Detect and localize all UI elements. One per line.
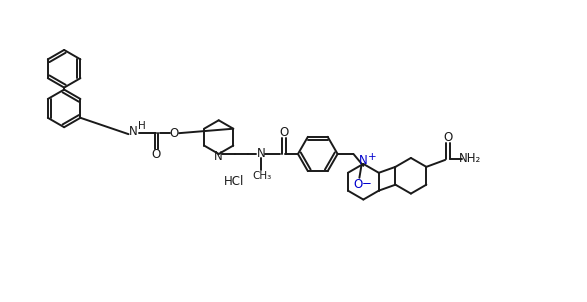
- Text: O: O: [444, 131, 453, 144]
- Text: NH₂: NH₂: [459, 153, 481, 165]
- Text: O: O: [151, 149, 161, 162]
- Text: N: N: [359, 154, 367, 167]
- Text: N: N: [129, 125, 138, 138]
- Text: CH₃: CH₃: [252, 171, 272, 181]
- Text: HCl: HCl: [224, 175, 245, 188]
- Text: −: −: [362, 177, 371, 190]
- Text: O: O: [279, 126, 289, 139]
- Text: N: N: [257, 147, 266, 160]
- Text: +: +: [368, 152, 377, 162]
- Text: H: H: [137, 121, 146, 131]
- Text: O: O: [170, 127, 178, 140]
- Text: N: N: [214, 150, 223, 163]
- Text: O: O: [354, 178, 363, 191]
